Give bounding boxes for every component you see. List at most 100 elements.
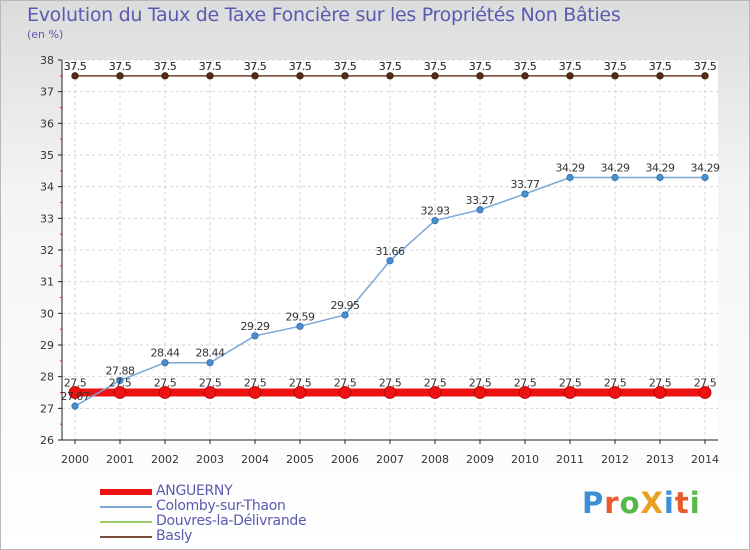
data-label-2: 37.5 <box>379 60 402 73</box>
data-label-3: 37.5 <box>334 60 357 73</box>
data-point-1 <box>116 376 124 385</box>
data-point-0 <box>563 386 577 399</box>
data-point-1 <box>341 311 349 319</box>
legend-swatch-colomby <box>100 506 152 508</box>
legend-label-colomby: Colomby-sur-Thaon <box>156 498 286 514</box>
data-label-3: 37.5 <box>424 60 447 73</box>
y-tick-label: 30 <box>40 307 54 320</box>
data-point-1 <box>71 402 79 410</box>
data-label-0: 27.5 <box>154 377 177 390</box>
data-label-3: 37.5 <box>154 60 177 73</box>
data-label-2: 37.5 <box>604 60 627 73</box>
data-label-3: 37.5 <box>64 60 87 73</box>
chart-title: Evolution du Taux de Taxe Foncière sur l… <box>27 4 621 26</box>
data-point-0 <box>158 386 172 399</box>
x-tick-label: 2011 <box>556 453 584 466</box>
legend-swatch-anguerny <box>100 489 152 495</box>
data-point-3 <box>566 72 574 80</box>
data-label-3: 37.5 <box>379 60 402 73</box>
logo-letter: t <box>674 486 690 520</box>
data-label-0: 27.5 <box>244 377 267 390</box>
data-label-1: 32.93 <box>421 205 450 218</box>
data-label-1: 33.77 <box>511 178 540 191</box>
data-point-1 <box>566 173 574 182</box>
data-label-2: 37.5 <box>154 60 177 73</box>
data-point-1 <box>251 332 259 340</box>
data-label-0: 27.5 <box>424 377 447 390</box>
data-label-3: 37.5 <box>694 60 717 73</box>
data-point-1 <box>656 173 664 182</box>
data-point-0 <box>113 386 127 399</box>
data-point-1 <box>476 206 484 214</box>
data-label-0: 27.5 <box>379 377 402 390</box>
y-tick-label: 26 <box>40 434 54 447</box>
data-point-3 <box>521 72 529 80</box>
x-tick-label: 2001 <box>106 453 134 466</box>
x-tick-label: 2009 <box>466 453 494 466</box>
logo-letter: r <box>604 486 620 520</box>
x-tick-label: 2003 <box>196 453 224 466</box>
data-point-3 <box>431 72 439 80</box>
data-point-3 <box>386 72 394 80</box>
plot-area: 26 27 28 29 30 31 32 33 34 35 36 37 38 2000 2001 2002 20… <box>40 54 720 466</box>
data-label-3: 37.5 <box>514 60 537 73</box>
data-label-0: 27.5 <box>694 377 717 390</box>
data-label-0: 27.5 <box>334 377 357 390</box>
data-label-0: 27.5 <box>604 377 627 390</box>
data-label-1: 34.29 <box>556 161 585 174</box>
x-tick-label: 2010 <box>511 453 539 466</box>
data-point-1 <box>611 173 619 182</box>
data-point-3 <box>71 72 79 80</box>
x-tick-label: 2004 <box>241 453 269 466</box>
y-tick-label: 33 <box>40 212 54 225</box>
chart-subtitle: (en %) <box>27 28 64 41</box>
data-label-1: 29.95 <box>331 299 360 312</box>
y-tick-label: 31 <box>40 276 54 289</box>
legend-label-basly: Basly <box>156 528 193 544</box>
data-point-0 <box>608 386 622 399</box>
data-label-3: 37.5 <box>244 60 267 73</box>
data-label-3: 37.5 <box>289 60 312 73</box>
data-label-1: 33.27 <box>466 194 495 207</box>
x-tick-label: 2006 <box>331 453 359 466</box>
legend-item-anguerny: ANGUERNY <box>100 483 460 499</box>
data-label-0: 27.5 <box>649 377 672 390</box>
data-point-1 <box>296 322 304 330</box>
data-label-1: 34.29 <box>601 161 630 174</box>
data-label-1: 27.07 <box>61 390 90 403</box>
legend-item-colomby: Colomby-sur-Thaon <box>100 498 460 514</box>
data-point-0 <box>293 386 307 399</box>
x-tick-label: 2005 <box>286 453 314 466</box>
data-label-1: 28.44 <box>196 347 225 360</box>
data-label-0: 27.5 <box>64 377 87 390</box>
data-label-2: 37.5 <box>199 60 222 73</box>
data-label-2: 37.5 <box>334 60 357 73</box>
y-tick-label: 38 <box>40 54 54 67</box>
data-point-3 <box>161 72 169 80</box>
data-point-0 <box>518 386 532 399</box>
legend-item-basly: Basly <box>100 528 460 544</box>
y-tick-label: 34 <box>40 181 54 194</box>
data-point-1 <box>386 257 394 265</box>
data-point-3 <box>476 72 484 80</box>
data-label-1: 29.29 <box>241 320 270 333</box>
data-point-1 <box>206 359 214 367</box>
legend-label-douvres: Douvres-la-Délivrande <box>156 513 307 529</box>
logo-letter: i <box>689 486 701 520</box>
data-point-0 <box>68 386 82 399</box>
data-label-2: 37.5 <box>244 60 267 73</box>
data-label-0: 27.5 <box>289 377 312 390</box>
legend-item-douvres: Douvres-la-Délivrande <box>100 513 460 529</box>
data-label-3: 37.5 <box>109 60 132 73</box>
data-label-1: 31.66 <box>376 245 405 258</box>
data-point-0 <box>338 386 352 399</box>
data-label-0: 27.5 <box>469 377 492 390</box>
data-point-0 <box>428 386 442 399</box>
data-label-0: 27.5 <box>559 377 582 390</box>
y-tick-label: 36 <box>40 117 54 130</box>
data-label-2: 37.5 <box>424 60 447 73</box>
data-label-2: 37.5 <box>694 60 717 73</box>
data-point-3 <box>611 72 619 80</box>
data-point-3 <box>341 72 349 80</box>
data-point-0 <box>653 386 667 399</box>
